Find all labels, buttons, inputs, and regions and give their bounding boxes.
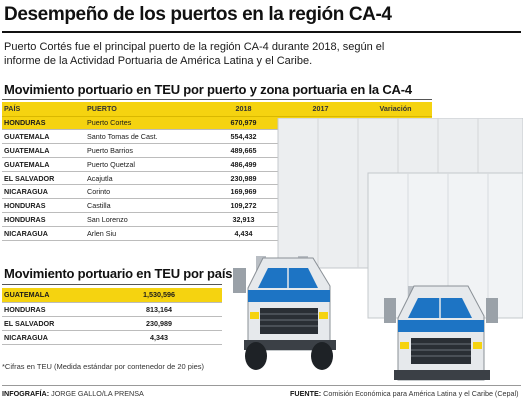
cell-puerto: Puerto Cortes — [85, 116, 205, 131]
title-divider — [2, 31, 521, 33]
cell-2018: 109,272 — [205, 198, 282, 214]
country-table: GUATEMALA 1,530,596 HONDURAS 813,164 EL SALV… — [2, 288, 222, 345]
page-title: Desempeño de los puertos en la región CA… — [4, 4, 392, 25]
cell-puerto: Arlen Siu — [85, 226, 205, 241]
fuente-label: FUENTE: — [290, 389, 322, 398]
right-truck-cab — [384, 285, 498, 381]
cell-pais: EL SALVADOR — [2, 316, 96, 331]
cell-pais: HONDURAS — [2, 116, 85, 131]
ports-section-divider — [2, 99, 432, 100]
cell-2018: 670,979 — [205, 116, 282, 131]
left-truck-cab — [233, 256, 336, 370]
fuente-value: Comisión Económica para América Latina y… — [323, 389, 519, 398]
cell-valor: 230,989 — [96, 316, 222, 331]
cell-puerto: Castilla — [85, 198, 205, 214]
fuente-credit: FUENTE: Comisión Económica para América … — [290, 389, 519, 398]
table-row: EL SALVADOR 230,989 — [2, 316, 222, 331]
cell-pais: GUATEMALA — [2, 288, 96, 303]
col-pais: PAÍS — [2, 102, 85, 117]
cell-2018: 32,913 — [205, 212, 282, 227]
table-row: NICARAGUA 4,343 — [2, 330, 222, 345]
cell-puerto: San Lorenzo — [85, 212, 205, 227]
cell-pais: HONDURAS — [2, 302, 96, 317]
col-2018: 2018 — [205, 102, 282, 117]
ports-section-title: Movimiento portuario en TEU por puerto y… — [4, 82, 412, 97]
cell-pais: GUATEMALA — [2, 129, 85, 145]
col-2017: 2017 — [282, 102, 359, 117]
col-puerto: PUERTO — [85, 102, 205, 117]
infografia-credit: INFOGRAFÍA: JORGE GALLO/LA PRENSA — [2, 389, 144, 398]
col-variacion: Variación — [359, 102, 432, 117]
cell-puerto: Puerto Quetzal — [85, 157, 205, 172]
table-row: HONDURAS 813,164 — [2, 302, 222, 317]
footer-divider — [2, 385, 521, 386]
cell-pais: GUATEMALA — [2, 157, 85, 172]
table-row: GUATEMALA 1,530,596 — [2, 288, 222, 303]
infografia-label: INFOGRAFÍA: — [2, 389, 50, 398]
infografia-value: JORGE GALLO/LA PRENSA — [51, 389, 144, 398]
cell-pais: NICARAGUA — [2, 226, 85, 241]
country-section-title: Movimiento portuario en TEU por país — [4, 266, 233, 281]
cell-2018: 230,989 — [205, 171, 282, 186]
cell-pais: GUATEMALA — [2, 143, 85, 158]
ports-table-header: PAÍS PUERTO 2018 2017 Variación — [2, 102, 432, 117]
cell-2018: 489,665 — [205, 143, 282, 158]
cell-2018: 169,969 — [205, 184, 282, 200]
cell-valor: 1,530,596 — [96, 288, 222, 303]
trucks-illustration — [233, 118, 523, 381]
cell-puerto: Santo Tomas de Cast. — [85, 129, 205, 145]
country-section-divider — [2, 284, 222, 285]
cell-puerto: Acajutla — [85, 171, 205, 186]
cell-2018: 486,499 — [205, 157, 282, 172]
cell-puerto: Puerto Barrios — [85, 143, 205, 158]
cell-pais: NICARAGUA — [2, 330, 96, 345]
cell-2018: 554,432 — [205, 129, 282, 145]
cell-valor: 4,343 — [96, 330, 222, 345]
intro-text: Puerto Cortés fue el principal puerto de… — [4, 41, 385, 67]
cell-pais: EL SALVADOR — [2, 171, 85, 186]
cell-pais: HONDURAS — [2, 198, 85, 214]
cell-valor: 813,164 — [96, 302, 222, 317]
cell-puerto: Corinto — [85, 184, 205, 200]
cell-2018: 4,434 — [205, 226, 282, 241]
cell-pais: HONDURAS — [2, 212, 85, 227]
cell-pais: NICARAGUA — [2, 184, 85, 200]
footnote: *Cifras en TEU (Medida estándar por cont… — [2, 362, 205, 371]
